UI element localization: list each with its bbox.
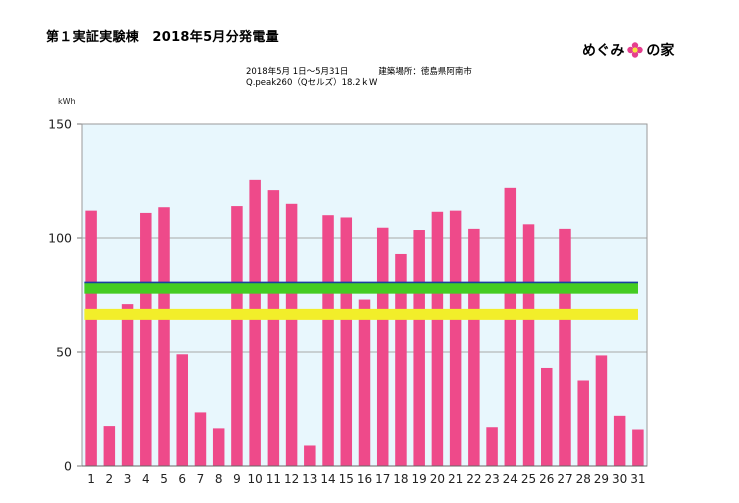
x-tick-label: 22 xyxy=(466,472,481,486)
x-tick-label: 13 xyxy=(302,472,317,486)
x-tick-label: 21 xyxy=(448,472,463,486)
x-tick-label: 27 xyxy=(557,472,572,486)
bar xyxy=(140,212,152,466)
panel-text: Q.peak260（Qセルズ）18.2ｋW xyxy=(246,78,378,88)
bar xyxy=(613,415,626,466)
y-tick-label: 150 xyxy=(48,117,72,132)
bar xyxy=(522,224,535,466)
x-tick-label: 9 xyxy=(233,472,241,486)
bar xyxy=(413,230,425,466)
bar xyxy=(376,227,389,466)
bar xyxy=(431,211,444,466)
x-tick-label: 3 xyxy=(124,472,132,486)
bar xyxy=(541,367,553,466)
bar xyxy=(304,445,316,466)
x-tick-label: 30 xyxy=(612,472,627,486)
x-tick-label: 16 xyxy=(357,472,372,486)
x-tick-label: 1 xyxy=(87,472,95,486)
x-tick-label: 20 xyxy=(430,472,445,486)
x-tick-label: 10 xyxy=(248,472,263,486)
x-tick-label: 17 xyxy=(375,472,390,486)
bar xyxy=(103,426,116,466)
x-tick-label: 14 xyxy=(320,472,335,486)
bar xyxy=(249,179,261,467)
bar xyxy=(85,210,97,466)
bar xyxy=(358,299,371,466)
x-tick-label: 4 xyxy=(142,472,150,486)
x-tick-label: 28 xyxy=(576,472,591,486)
x-tick-label: 25 xyxy=(521,472,536,486)
bar xyxy=(395,253,407,466)
x-tick-label: 7 xyxy=(197,472,205,486)
x-tick-label: 5 xyxy=(160,472,168,486)
x-tick-label: 2 xyxy=(106,472,114,486)
location-text: 建築場所：徳島県阿南市 xyxy=(378,67,472,77)
bar xyxy=(504,187,517,466)
bar xyxy=(158,207,170,466)
bar xyxy=(285,203,298,467)
y-tick-label: 100 xyxy=(48,231,72,246)
bar xyxy=(632,429,644,466)
x-tick-label: 6 xyxy=(178,472,186,486)
x-tick-label: 31 xyxy=(630,472,645,486)
bar xyxy=(340,217,353,466)
bar xyxy=(176,354,188,466)
bar xyxy=(577,380,589,466)
x-tick-label: 11 xyxy=(266,472,281,486)
y-tick-label: 0 xyxy=(64,459,72,474)
x-tick-label: 18 xyxy=(393,472,408,486)
bar xyxy=(486,427,498,466)
brand-logo: めぐみ の家 xyxy=(582,40,674,60)
period-text: 2018年5月 1日～5月31日 xyxy=(246,67,349,77)
y-axis-label: kWh xyxy=(58,97,76,106)
brand-text-left: めぐみ xyxy=(582,43,625,59)
x-tick-label: 19 xyxy=(412,472,427,486)
flower-icon xyxy=(627,42,644,58)
bar xyxy=(212,428,225,466)
x-tick-label: 29 xyxy=(594,472,609,486)
bar xyxy=(194,412,207,466)
y-tick-label: 50 xyxy=(56,345,72,360)
green-reference-line xyxy=(84,282,638,294)
bar xyxy=(559,228,571,466)
x-tick-label: 8 xyxy=(215,472,223,486)
x-tick-label: 15 xyxy=(339,472,354,486)
x-tick-label: 12 xyxy=(284,472,299,486)
bar xyxy=(595,355,608,466)
page-title: 第１実証実験棟 2018年5月分発電量 xyxy=(46,30,279,45)
x-tick-label: 26 xyxy=(539,472,554,486)
bar xyxy=(468,228,480,466)
info-block: 2018年5月 1日～5月31日 建築場所：徳島県阿南市 Q.peak260（Qセ… xyxy=(246,67,472,89)
yellow-reference-line xyxy=(84,308,638,320)
brand-text-right: の家 xyxy=(646,43,675,59)
bar xyxy=(121,304,134,466)
bar xyxy=(449,210,462,466)
bar xyxy=(322,215,334,466)
x-tick-label: 24 xyxy=(503,472,518,486)
x-tick-label: 23 xyxy=(484,472,499,486)
bar xyxy=(267,190,280,466)
bar xyxy=(231,206,243,466)
